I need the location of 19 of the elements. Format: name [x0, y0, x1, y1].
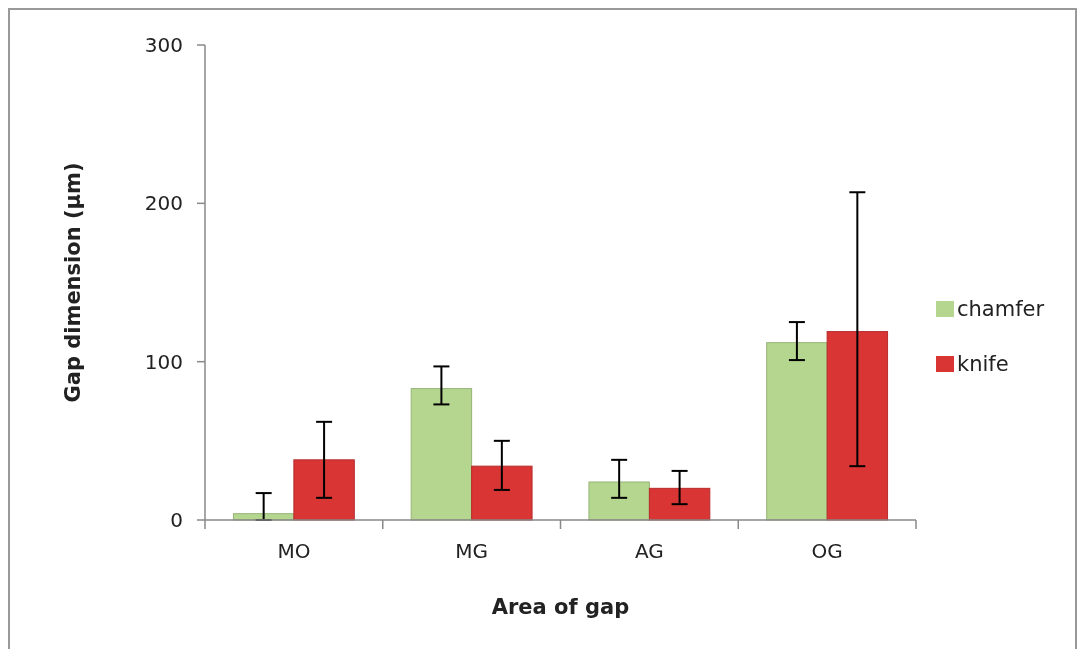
- bar: [648, 487, 711, 521]
- x-tick-label: OG: [811, 539, 843, 563]
- y-tick-label: 0: [170, 508, 183, 532]
- legend-label: knife: [957, 352, 1009, 377]
- y-tick-label: 100: [144, 349, 183, 374]
- x-axis-title: Area of gap: [491, 595, 630, 619]
- bar: [293, 459, 355, 521]
- x-tick-label: AG: [634, 539, 664, 563]
- bar: [766, 342, 828, 521]
- bar: [410, 388, 473, 521]
- y-tick-label: 200: [144, 191, 183, 216]
- legend-label: chamfer: [957, 297, 1045, 322]
- x-tick-label: MG: [455, 539, 489, 563]
- y-tick-label: 300: [144, 33, 183, 57]
- bar: [588, 481, 650, 521]
- x-tick-label: MO: [277, 539, 311, 563]
- bar: [826, 331, 889, 521]
- bar: [471, 465, 533, 521]
- y-axis-title: Gap dimension (µm): [61, 162, 85, 403]
